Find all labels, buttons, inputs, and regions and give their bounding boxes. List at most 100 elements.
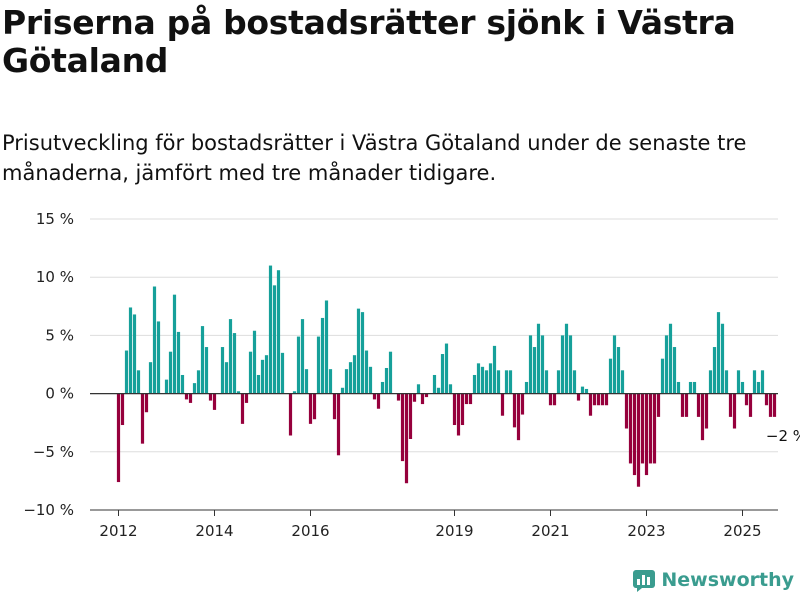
bar [584,388,589,394]
bar [236,391,241,394]
bar [148,362,153,394]
page-subtitle: Prisutveckling för bostadsrätter i Västr… [2,131,747,185]
bar [636,393,641,487]
bar [600,393,605,406]
bar [452,393,457,426]
bar [676,381,681,394]
bar [660,358,665,394]
bar [464,393,469,405]
bar [632,393,637,476]
bar [352,355,357,394]
bar [140,393,145,444]
bar [668,323,673,394]
bar [292,391,297,394]
bar [376,393,381,409]
bar [504,370,509,394]
bar [772,393,777,417]
bar [560,335,565,394]
y-tick-label: 10 % [36,268,74,286]
bar [712,347,717,394]
bar [436,387,441,394]
bar [380,381,385,394]
bar [180,374,185,394]
bar [500,393,505,416]
bar [620,370,625,394]
bar [164,379,169,394]
bar [588,393,593,416]
x-tick-label: 2019 [435,522,473,540]
x-tick-label: 2014 [195,522,233,540]
bar [604,393,609,406]
bar [316,336,321,394]
bar [136,370,141,394]
bar [448,384,453,394]
bar [156,321,161,394]
bar [324,300,329,394]
bar [244,393,249,403]
bar [232,333,237,394]
bar [736,370,741,394]
bar [512,393,517,428]
bar [132,314,137,394]
bar [592,393,597,406]
bar [416,384,421,394]
bar [320,317,325,394]
bar [460,393,465,426]
bar [384,367,389,394]
bar [488,363,493,394]
bar [608,358,613,394]
bar [692,381,697,394]
bar [432,374,437,394]
bar [288,393,293,436]
bar [716,312,721,394]
bar [312,393,317,420]
bar [396,393,401,401]
bar [596,393,601,406]
bar [648,393,653,464]
bar [240,393,245,424]
bar [752,370,757,394]
bar [304,369,309,394]
bar [624,393,629,429]
bar [556,370,561,394]
bar [388,351,393,394]
brand-logo: Newsworthy [633,568,794,592]
bar [528,335,533,394]
bar [768,393,773,417]
bar [540,335,545,394]
bar [300,319,305,394]
bar [740,381,745,394]
bar [344,369,349,394]
bar [272,285,277,394]
bar [168,351,173,394]
bar [536,323,541,394]
bar [664,335,669,394]
bar [252,330,257,394]
x-tick-label: 2012 [99,522,137,540]
bar [188,393,193,403]
price-change-bar-chart: 15 % 10 % 5 % 0 % −5 % −10 % 2012 2014 2016 2019 2… [23,210,800,540]
bar [152,286,157,394]
bar [516,393,521,441]
bar [128,307,133,394]
bar [372,393,377,400]
y-tick-label: 0 % [45,385,74,403]
bar [548,393,553,406]
bar [720,323,725,394]
bar [264,355,269,394]
bar [368,366,373,394]
bar [688,381,693,394]
bar [200,326,205,394]
bar [412,393,417,402]
y-tick-label: −5 % [33,443,74,461]
bar [340,387,345,394]
bar [680,393,685,417]
bar [708,370,713,394]
bar [120,393,125,426]
bar [552,393,557,406]
bar [696,393,701,417]
bar [296,336,301,394]
bar [744,393,749,406]
bar [472,374,477,394]
x-tick-label: 2025 [723,522,761,540]
